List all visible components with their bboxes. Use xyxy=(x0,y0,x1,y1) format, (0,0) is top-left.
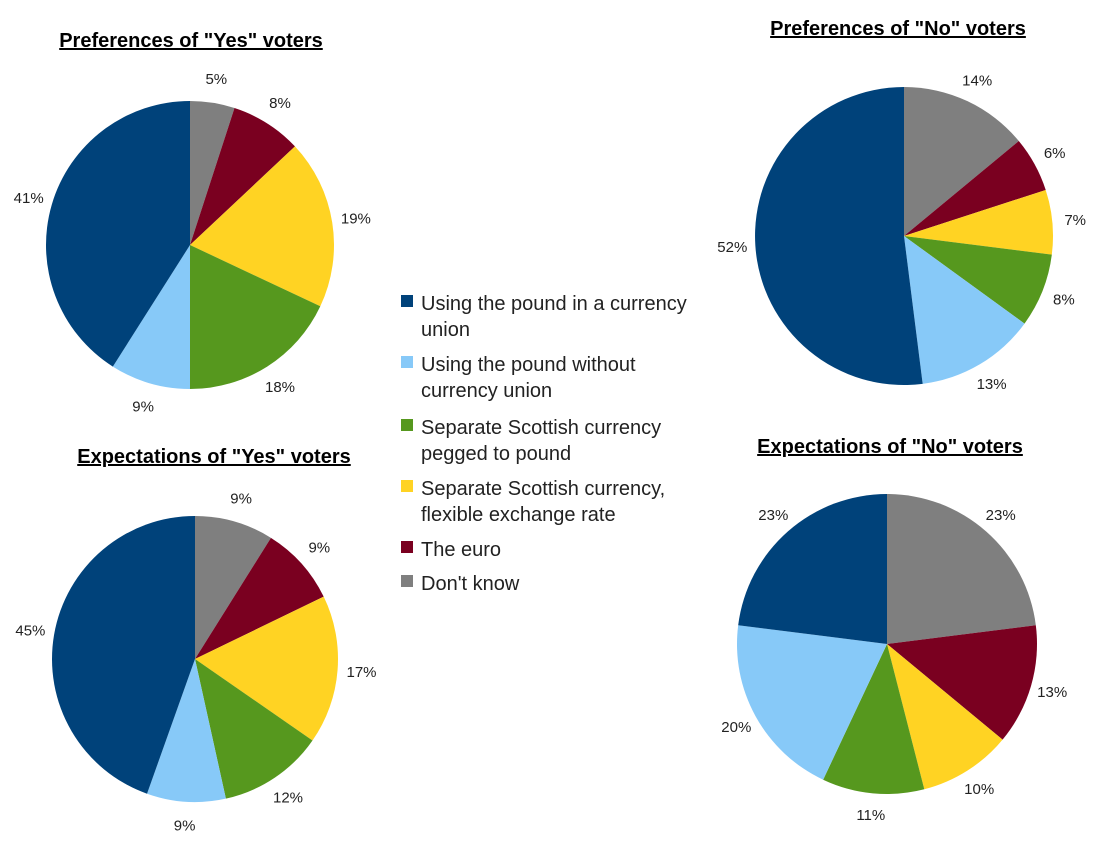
slice-label-no-expectations-1: 20% xyxy=(721,719,751,736)
legend: Using the pound in a currency union Using … xyxy=(401,293,687,595)
pie-slice-no-preferences-4 xyxy=(904,141,1046,236)
slice-label-no-expectations-2: 11% xyxy=(856,807,885,824)
pie-slice-no-preferences-5 xyxy=(904,87,1019,236)
pie-chart-no-preferences: Preferences of "No" voters 14% 6% 7% 8% 13% 52… xyxy=(717,18,1086,393)
pie-slice-no-expectations-2 xyxy=(823,644,925,795)
slice-label-yes-expectations-0: 45% xyxy=(15,623,45,640)
slice-label-yes-preferences-4: 8% xyxy=(269,95,291,112)
slice-label-no-preferences-5: 14% xyxy=(962,72,992,89)
legend-swatch-4 xyxy=(401,541,413,553)
pie-slice-no-expectations-0 xyxy=(738,494,887,644)
slice-label-yes-preferences-1: 9% xyxy=(132,398,154,415)
pie-slice-yes-preferences-0 xyxy=(46,101,190,367)
slice-label-yes-expectations-3: 17% xyxy=(346,664,376,681)
legend-swatch-2 xyxy=(401,419,413,431)
legend-label-1-line-1: currency union xyxy=(421,380,552,402)
pie-slice-no-expectations-3 xyxy=(887,644,1003,790)
slice-label-no-expectations-3: 10% xyxy=(964,781,994,798)
pie-slice-yes-preferences-4 xyxy=(190,108,295,245)
legend-label-2-line-0: Separate Scottish currency xyxy=(421,417,661,439)
chart-title-yes-expectations: Expectations of "Yes" voters xyxy=(77,446,351,468)
slice-label-no-preferences-2: 8% xyxy=(1053,291,1075,308)
legend-label-3-line-0: Separate Scottish currency, xyxy=(421,478,665,500)
pie-slice-yes-preferences-5 xyxy=(190,101,235,245)
pie-chart-no-expectations: Expectations of "No" voters 23% 13% 10% 11% 2… xyxy=(721,436,1067,824)
slice-label-no-expectations-5: 23% xyxy=(986,507,1016,524)
pie-slice-no-preferences-0 xyxy=(755,87,923,385)
slice-label-no-preferences-0: 52% xyxy=(717,239,747,256)
legend-swatch-0 xyxy=(401,295,413,307)
pie-slice-no-expectations-1 xyxy=(736,625,887,780)
pie-slice-no-expectations-5 xyxy=(887,494,1036,644)
legend-label-0-line-1: union xyxy=(421,319,470,341)
legend-label-1-line-0: Using the pound without xyxy=(421,354,636,376)
slice-label-no-expectations-4: 13% xyxy=(1037,684,1067,701)
pie-chart-yes-preferences: Preferences of "Yes" voters 5% 8% 19% 18% 9% 4… xyxy=(14,30,371,415)
slice-label-no-preferences-3: 7% xyxy=(1064,212,1086,229)
legend-label-0-line-0: Using the pound in a currency xyxy=(421,293,687,315)
slice-label-yes-expectations-4: 9% xyxy=(308,540,330,557)
legend-label-5-line-0: Don't know xyxy=(421,573,520,595)
pie-slice-yes-preferences-2 xyxy=(190,245,321,389)
chart-title-yes-preferences: Preferences of "Yes" voters xyxy=(59,30,323,52)
pie-slice-yes-preferences-3 xyxy=(190,146,335,307)
slice-label-yes-preferences-5: 5% xyxy=(205,71,227,88)
slice-label-yes-preferences-3: 19% xyxy=(341,211,371,228)
legend-label-4-line-0: The euro xyxy=(421,539,501,561)
slice-label-no-expectations-0: 23% xyxy=(758,507,788,524)
pie-slice-no-expectations-4 xyxy=(887,625,1038,740)
pie-slice-no-preferences-2 xyxy=(904,236,1052,324)
legend-label-3-line-1: flexible exchange rate xyxy=(421,504,616,526)
pie-slice-yes-expectations-0 xyxy=(52,516,195,794)
pie-slice-yes-expectations-4 xyxy=(195,537,324,659)
legend-swatch-1 xyxy=(401,356,413,368)
slice-label-no-preferences-4: 6% xyxy=(1044,145,1066,162)
slice-label-yes-expectations-1: 9% xyxy=(174,818,196,835)
slice-label-no-preferences-1: 13% xyxy=(977,376,1007,393)
slice-label-yes-expectations-2: 12% xyxy=(273,790,303,807)
pie-slice-yes-expectations-1 xyxy=(147,659,226,802)
legend-swatch-3 xyxy=(401,480,413,492)
slice-label-yes-preferences-0: 41% xyxy=(14,190,44,207)
legend-label-2-line-1: pegged to pound xyxy=(421,443,571,465)
legend-swatch-5 xyxy=(401,575,413,587)
slice-label-yes-expectations-5: 9% xyxy=(230,491,252,508)
chart-title-no-expectations: Expectations of "No" voters xyxy=(757,436,1023,458)
pie-slice-yes-expectations-2 xyxy=(195,659,313,799)
slice-label-yes-preferences-2: 18% xyxy=(265,379,295,396)
pie-chart-yes-expectations: Expectations of "Yes" voters 9% 9% 17% 12% 9%… xyxy=(15,446,376,835)
pie-slice-no-preferences-3 xyxy=(904,189,1054,255)
chart-title-no-preferences: Preferences of "No" voters xyxy=(770,18,1026,40)
pie-slice-yes-preferences-1 xyxy=(112,245,190,389)
pie-slice-yes-expectations-3 xyxy=(195,596,338,741)
pie-slice-yes-expectations-5 xyxy=(195,516,271,659)
pie-slice-no-preferences-1 xyxy=(904,236,1025,384)
